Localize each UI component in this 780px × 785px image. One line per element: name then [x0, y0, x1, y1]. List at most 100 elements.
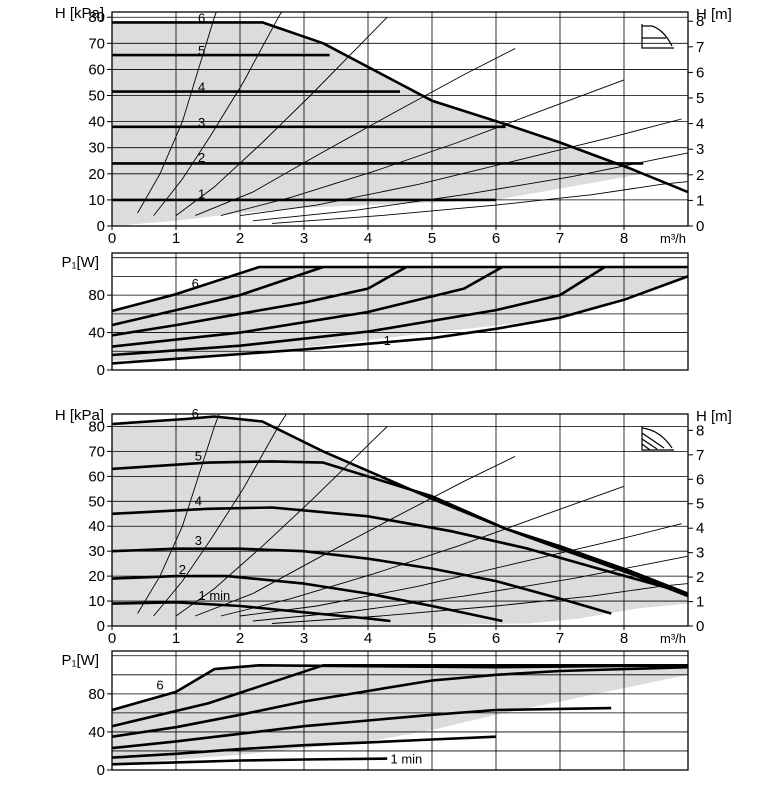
x-tick-label: 3 — [300, 630, 308, 647]
y-right-tick-label: 5 — [696, 496, 704, 513]
y-tick-label: 40 — [88, 325, 105, 342]
y-right-tick-label: 6 — [696, 64, 704, 81]
y-tick-label: 40 — [88, 724, 105, 741]
y-tick-label: 20 — [88, 568, 105, 585]
series-label: 2 — [198, 150, 205, 165]
series-label: 1 — [198, 187, 205, 202]
series-label: 3 — [195, 533, 202, 548]
y-tick-label: 0 — [97, 362, 105, 379]
series-label: 4 — [198, 80, 205, 95]
system-curve — [137, 12, 217, 214]
x-axis-label: m³/h — [660, 631, 686, 646]
y-right-tick-label: 2 — [696, 167, 704, 184]
series-label: 6 — [156, 677, 163, 692]
series-curve-2 — [112, 735, 497, 759]
y-tick-label: 0 — [97, 218, 105, 235]
series-curve-2 — [112, 574, 503, 623]
series-curve-3 — [112, 706, 612, 750]
system-curve — [195, 48, 516, 217]
y-right-tick-label: 6 — [696, 471, 704, 488]
x-tick-label: 0 — [108, 230, 116, 247]
y-right-tick-label: 0 — [696, 618, 704, 635]
x-tick-label: 0 — [108, 630, 116, 647]
chart-1: 6 1 0 40 80 P₁[W] — [61, 252, 689, 379]
y-tick-label: 50 — [88, 88, 105, 105]
x-tick-label: 6 — [492, 230, 500, 247]
series-curve-5 — [112, 265, 324, 327]
series-curve-2 — [112, 265, 606, 357]
system-curve — [153, 12, 283, 216]
y-tick-label: 30 — [88, 543, 105, 560]
y-right-tick-label: 3 — [696, 141, 704, 158]
x-tick-label: 7 — [556, 230, 564, 247]
x-tick-label: 4 — [364, 230, 372, 247]
y-right-axis-label: H [m] — [696, 408, 732, 425]
x-tick-label: 8 — [620, 630, 628, 647]
system-curve — [252, 152, 688, 222]
y-right-tick-label: 2 — [696, 569, 704, 586]
x-tick-label: 4 — [364, 630, 372, 647]
y-tick-label: 40 — [88, 114, 105, 131]
system-curve — [175, 426, 388, 617]
system-curve — [239, 118, 682, 217]
y-axis-label: H [kPa] — [55, 407, 104, 424]
operating-range-area — [112, 22, 644, 226]
y-right-tick-label: 8 — [696, 13, 704, 30]
series-curve-1 — [112, 275, 688, 365]
x-tick-label: 3 — [300, 230, 308, 247]
x-tick-label: 7 — [556, 630, 564, 647]
y-right-tick-label: 0 — [696, 218, 704, 235]
system-curve — [137, 414, 220, 614]
series-curve-3 — [112, 547, 612, 615]
x-tick-label: 1 — [172, 630, 180, 647]
y-tick-label: 0 — [97, 618, 105, 635]
y-tick-label: 70 — [88, 35, 105, 52]
y-right-tick-label: 4 — [696, 116, 704, 133]
y-tick-label: 30 — [88, 140, 105, 157]
y-axis-label: P₁[W] — [61, 652, 99, 669]
plot-frame — [111, 252, 689, 371]
y-tick-label: 80 — [88, 418, 105, 435]
x-tick-label: 2 — [236, 230, 244, 247]
series-label: 6 — [198, 11, 205, 26]
series-curve-5 — [112, 460, 688, 598]
series-curve-4 — [112, 506, 688, 595]
series-label: 5 — [198, 43, 205, 58]
system-curve — [220, 485, 625, 617]
y-tick-label: 80 — [88, 287, 105, 304]
y-tick-label: 60 — [88, 468, 105, 485]
x-tick-label: 5 — [428, 630, 436, 647]
y-right-tick-label: 7 — [696, 39, 704, 56]
y-tick-label: 80 — [88, 686, 105, 703]
x-tick-label: 8 — [620, 230, 628, 247]
system-curve — [153, 414, 287, 617]
system-curve — [175, 16, 388, 216]
y-tick-label: 60 — [88, 61, 105, 78]
y-right-axis-label: H [m] — [696, 6, 732, 23]
x-axis-label: m³/h — [660, 231, 686, 246]
series-label: 1 min — [391, 752, 423, 767]
series-curve-5 — [112, 663, 688, 728]
y-tick-label: 10 — [88, 192, 105, 209]
y-right-tick-label: 3 — [696, 545, 704, 562]
y-axis-label: P₁[W] — [61, 254, 99, 271]
series-curve-6 — [112, 415, 688, 595]
y-tick-label: 70 — [88, 443, 105, 460]
series-curve-1-min — [112, 600, 391, 623]
y-right-tick-label: 1 — [696, 594, 704, 611]
y-tick-label: 20 — [88, 166, 105, 183]
series-curve-4 — [112, 665, 688, 738]
series-curve-1-min — [112, 757, 388, 766]
x-tick-label: 2 — [236, 630, 244, 647]
y-tick-label: 10 — [88, 593, 105, 610]
y-right-tick-label: 7 — [696, 447, 704, 464]
series-curve-3 — [112, 265, 504, 348]
series-label: 3 — [198, 115, 205, 130]
plot-frame — [111, 413, 689, 627]
x-tick-label: 6 — [492, 630, 500, 647]
y-tick-label: 40 — [88, 518, 105, 535]
